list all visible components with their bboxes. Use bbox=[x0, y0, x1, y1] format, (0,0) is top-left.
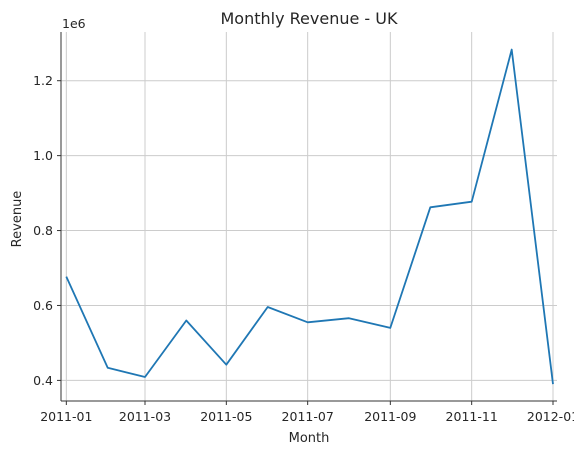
revenue-series-line bbox=[65, 48, 554, 385]
y-tick-label: 1.2 bbox=[33, 73, 53, 88]
x-tick-label: 2012-01 bbox=[527, 409, 574, 424]
y-tick-label: 0.4 bbox=[33, 373, 53, 388]
grid-lines bbox=[61, 32, 557, 401]
x-tick-label: 2011-09 bbox=[364, 409, 416, 424]
y-tick-label: 0.8 bbox=[33, 223, 53, 238]
x-tick-label: 2011-07 bbox=[282, 409, 334, 424]
x-axis-label: Month bbox=[289, 431, 330, 446]
y-tick-label: 0.6 bbox=[33, 298, 53, 313]
series-layer bbox=[65, 48, 554, 385]
x-tick-label: 2011-11 bbox=[446, 409, 498, 424]
y-scale-label: 1e6 bbox=[62, 16, 86, 31]
x-tick-label: 2011-05 bbox=[200, 409, 252, 424]
tick-labels: 2011-01 2011-03 2011-05 2011-07 2011-09 2011-… bbox=[33, 73, 574, 424]
x-tick-label: 2011-03 bbox=[119, 409, 171, 424]
y-axis-label: Revenue bbox=[10, 191, 25, 248]
chart-title: Monthly Revenue - UK bbox=[221, 9, 398, 28]
y-tick-label: 1.0 bbox=[33, 148, 53, 163]
axes bbox=[57, 32, 557, 405]
x-tick-label: 2011-01 bbox=[40, 409, 92, 424]
